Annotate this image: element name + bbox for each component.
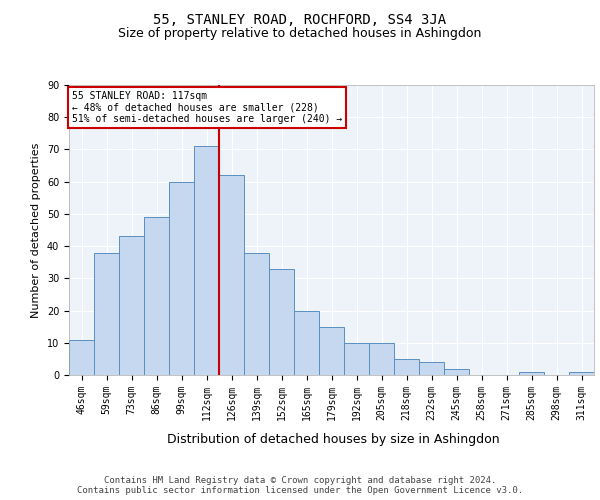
Bar — [419, 362, 444, 375]
Bar — [94, 252, 119, 375]
Bar — [319, 326, 344, 375]
Bar — [369, 343, 394, 375]
Text: 55, STANLEY ROAD, ROCHFORD, SS4 3JA: 55, STANLEY ROAD, ROCHFORD, SS4 3JA — [154, 12, 446, 26]
Bar — [444, 368, 469, 375]
Text: Size of property relative to detached houses in Ashingdon: Size of property relative to detached ho… — [118, 28, 482, 40]
Bar — [269, 268, 294, 375]
Bar — [344, 343, 369, 375]
Bar — [294, 310, 319, 375]
Bar — [144, 217, 169, 375]
Text: Distribution of detached houses by size in Ashingdon: Distribution of detached houses by size … — [167, 432, 499, 446]
Bar — [519, 372, 544, 375]
Bar — [219, 175, 244, 375]
Bar — [244, 252, 269, 375]
Text: 55 STANLEY ROAD: 117sqm
← 48% of detached houses are smaller (228)
51% of semi-d: 55 STANLEY ROAD: 117sqm ← 48% of detache… — [71, 91, 342, 124]
Bar — [169, 182, 194, 375]
Bar — [394, 359, 419, 375]
Bar — [569, 372, 594, 375]
Text: Contains HM Land Registry data © Crown copyright and database right 2024.
Contai: Contains HM Land Registry data © Crown c… — [77, 476, 523, 495]
Bar — [194, 146, 219, 375]
Bar — [119, 236, 144, 375]
Bar — [69, 340, 94, 375]
Y-axis label: Number of detached properties: Number of detached properties — [31, 142, 41, 318]
